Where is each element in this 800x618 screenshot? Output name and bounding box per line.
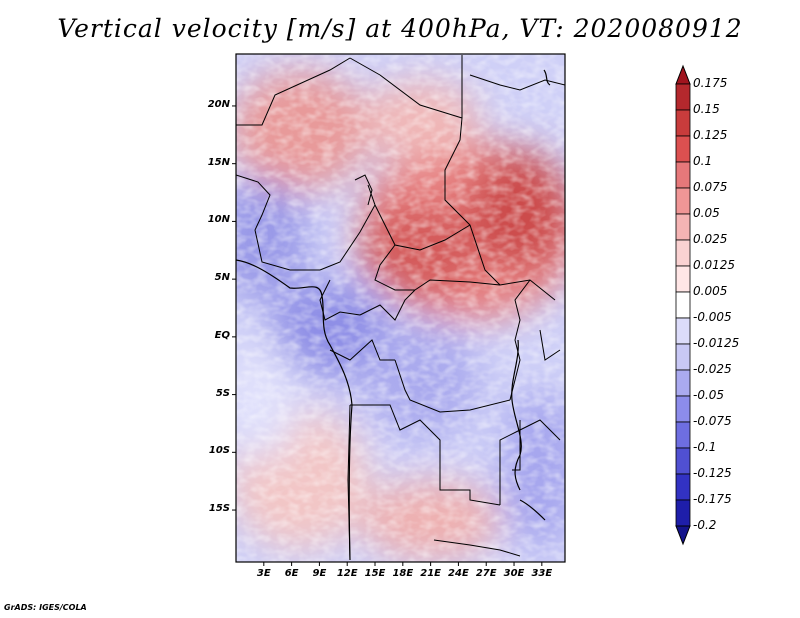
lon-tick-label: 33E (531, 568, 553, 579)
colorbar-top-arrow (675, 64, 691, 85)
colorbar-swatch (675, 395, 691, 423)
colorbar-swatch (675, 135, 691, 163)
colorbar-label: 0.15 (693, 102, 720, 116)
plot-frame (235, 53, 566, 563)
colorbar-swatch (675, 473, 691, 501)
colorbar-label: -0.0125 (693, 336, 740, 350)
grads-credit: GrADS: IGES/COLA (4, 603, 87, 612)
colorbar-swatch (675, 499, 691, 527)
colorbar-label: -0.025 (693, 362, 732, 376)
colorbar-label: 0.075 (693, 180, 728, 194)
colorbar-swatch (675, 343, 691, 371)
colorbar-bottom-arrow (675, 525, 691, 546)
lon-tick-label: 18E (392, 568, 414, 579)
colorbar-swatch (675, 265, 691, 293)
colorbar-label: -0.175 (693, 492, 732, 506)
colorbar-label: 0.05 (693, 206, 720, 220)
colorbar-swatch (675, 109, 691, 137)
lon-tick-label: 21E (420, 568, 441, 579)
colorbar-label: -0.005 (693, 310, 732, 324)
colorbar-swatch (675, 421, 691, 449)
colorbar-label: -0.2 (693, 518, 717, 532)
lon-tick-label: 24E (448, 568, 469, 579)
lat-tick-label: 15N (207, 156, 230, 168)
colorbar-swatch (675, 161, 691, 189)
colorbar-label: 0.025 (693, 232, 728, 246)
colorbar-swatch (675, 187, 691, 215)
lat-tick-label: 15S (208, 503, 230, 515)
lat-tick-label: 20N (207, 98, 230, 110)
lon-tick-label: 3E (256, 568, 271, 579)
lon-tick-label: 6E (284, 568, 299, 579)
colorbar-label: 0.005 (693, 284, 728, 298)
axis-ticks (232, 105, 543, 566)
velocity-field (236, 54, 565, 562)
colorbar-swatch (675, 213, 691, 241)
lat-tick-label: EQ (214, 329, 230, 341)
colorbar-swatch (675, 291, 691, 319)
colorbar-label: -0.125 (693, 466, 732, 480)
colorbar-swatch (675, 317, 691, 345)
colorbar-swatch (675, 447, 691, 475)
colorbar-label: 0.1 (693, 154, 713, 168)
colorbar-label: -0.1 (693, 440, 717, 454)
lat-tick-label: 5S (215, 387, 230, 399)
colorbar-label: 0.0125 (693, 258, 735, 272)
colorbar-label: -0.05 (693, 388, 725, 402)
colorbar-swatch (675, 239, 691, 267)
lon-tick-label: 30E (503, 568, 525, 579)
lon-tick-label: 15E (364, 568, 386, 579)
lat-tick-label: 10N (207, 214, 230, 226)
lon-tick-label: 27E (475, 568, 497, 579)
colorbar-swatch (675, 369, 691, 397)
colorbar-label: 0.175 (693, 76, 728, 90)
lat-tick-label: 5N (214, 272, 230, 284)
colorbar-label: -0.075 (693, 414, 732, 428)
colorbar-swatch (675, 83, 691, 111)
colorbar-label: 0.125 (693, 128, 728, 142)
colorbar (675, 64, 691, 546)
map-title: Vertical velocity [m/s] at 400hPa, VT: 2… (57, 14, 743, 43)
lon-tick-label: 9E (312, 568, 327, 579)
lon-tick-label: 12E (336, 568, 358, 579)
lat-tick-label: 10S (208, 445, 230, 457)
coastlines (236, 69, 551, 561)
